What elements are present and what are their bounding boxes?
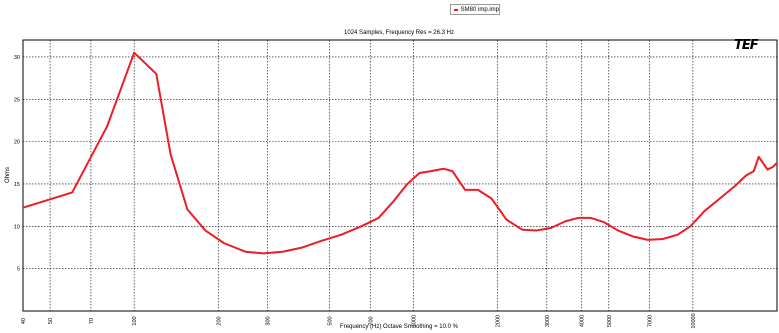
x-tick-label: 50 [48, 318, 54, 324]
legend-label: SM80 imp.imp [460, 6, 499, 13]
plot-frame [22, 39, 778, 312]
grid [22, 40, 777, 311]
y-tick-label: 10 [14, 224, 20, 230]
y-tick-label: 20 [14, 140, 20, 146]
tef-logo: TEF [734, 38, 759, 53]
series-layer [22, 51, 778, 255]
x-tick-label: 2000 [496, 315, 502, 327]
tick-labels: 40 50 70 100 200 300 500 700 1000 2000 3000 4000 500… [14, 55, 697, 329]
x-tick-label: 40 [21, 318, 27, 324]
x-tick-label: 70 [89, 318, 95, 324]
x-tick-label: 5000 [607, 315, 613, 327]
x-tick-label: 10000 [691, 313, 697, 328]
x-tick-label: 700 [368, 316, 374, 325]
x-tick-label: 1000 [412, 315, 418, 327]
series-line [22, 51, 778, 255]
x-tick-label: 3000 [545, 315, 551, 327]
x-tick-label: 200 [216, 316, 222, 325]
x-tick-label: 4000 [580, 315, 586, 327]
x-axis-label: Frequency (Hz) Octave Smoothing = 10.0 % [340, 324, 459, 330]
y-tick-label: 5 [17, 267, 20, 273]
legend-swatch [454, 8, 458, 11]
y-tick-label: 30 [14, 55, 20, 61]
x-tick-label: 500 [327, 316, 333, 325]
chart-title: 1024 Samples, Frequency Res = 26.3 Hz [344, 30, 454, 36]
y-tick-label: 15 [14, 182, 20, 188]
legend: SM80 imp.imp [450, 4, 500, 15]
x-tick-label: 300 [265, 316, 271, 325]
x-tick-label: 100 [132, 316, 138, 325]
y-axis-label: Ohms [5, 167, 11, 183]
x-tick-label: 7000 [648, 315, 654, 327]
y-tick-label: 25 [14, 97, 20, 103]
